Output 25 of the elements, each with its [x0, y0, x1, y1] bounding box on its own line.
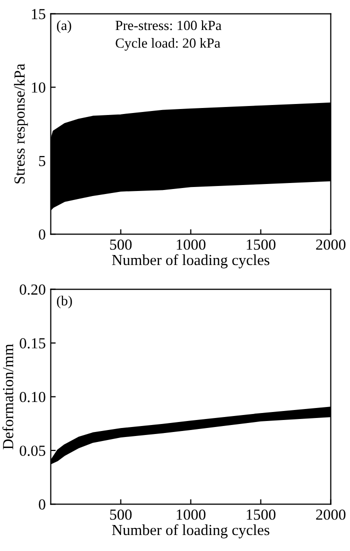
x-axis-title: Number of loading cycles: [112, 524, 270, 538]
x-tick-label: 1000: [176, 509, 206, 520]
x-tick-label: 500: [110, 239, 132, 250]
x-tick-label: 1500: [246, 509, 276, 520]
y-tick-label: 10: [32, 82, 46, 93]
y-tick-label: 15: [32, 8, 46, 20]
annotation: (b): [56, 296, 72, 308]
y-tick-label: 0.10: [20, 392, 46, 402]
y-tick-label: 0.20: [20, 284, 46, 295]
x-tick-label: 1500: [246, 239, 276, 250]
x-tick-label: 500: [110, 509, 132, 520]
x-tick-label: 2000: [316, 509, 346, 520]
annotation: Pre-stress: 100 kPa: [116, 20, 222, 30]
annotation: (a): [56, 20, 72, 33]
y-tick-label: 0.15: [20, 338, 46, 349]
x-tick-label: 2000: [316, 239, 346, 250]
y-tick-label: 0: [38, 499, 46, 510]
x-tick-label: 1000: [176, 239, 206, 250]
y-tick-label: 0.05: [20, 446, 46, 456]
x-axis-title: Number of loading cycles: [112, 254, 270, 268]
y-axis-title: Stress response/kPa: [14, 64, 28, 184]
annotation: Cycle load: 20 kPa: [116, 38, 220, 51]
y-tick-label: 0: [38, 229, 46, 240]
y-axis-title: Deformation/mm: [2, 344, 14, 450]
y-tick-label: 5: [39, 156, 46, 166]
